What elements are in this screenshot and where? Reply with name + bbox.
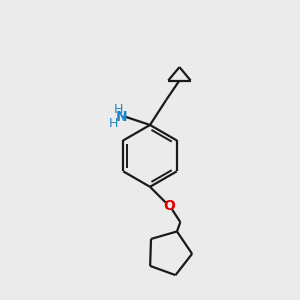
Text: O: O [163,199,175,213]
Text: N: N [116,110,128,124]
Text: H: H [113,103,123,116]
Text: H: H [109,117,118,130]
